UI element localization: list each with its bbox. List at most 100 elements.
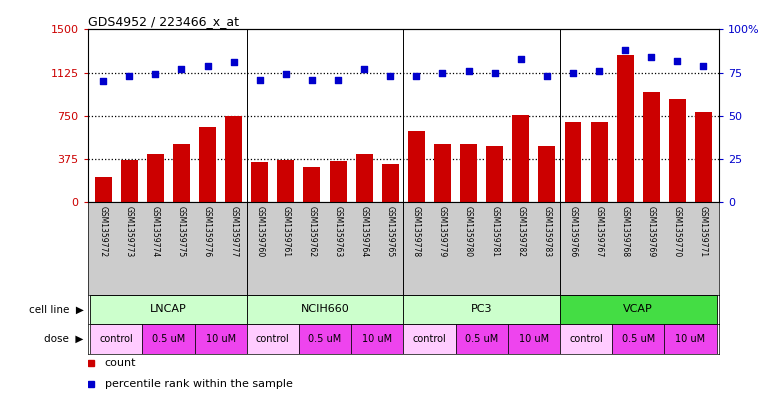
Text: count: count bbox=[104, 358, 136, 367]
Text: control: control bbox=[412, 334, 446, 344]
Bar bbox=[330, 161, 346, 202]
Bar bbox=[695, 112, 712, 202]
Point bbox=[541, 73, 553, 79]
Text: 10 uM: 10 uM bbox=[519, 334, 549, 344]
Bar bbox=[225, 116, 242, 202]
Text: GSM1359763: GSM1359763 bbox=[333, 206, 342, 257]
Text: GSM1359780: GSM1359780 bbox=[464, 206, 473, 257]
Bar bbox=[643, 92, 660, 202]
Bar bbox=[408, 131, 425, 202]
Point bbox=[619, 47, 632, 53]
Point bbox=[593, 68, 605, 74]
Text: GSM1359760: GSM1359760 bbox=[255, 206, 264, 257]
Bar bbox=[355, 154, 373, 202]
Point bbox=[306, 77, 318, 83]
Bar bbox=[90, 295, 247, 324]
Bar bbox=[121, 160, 138, 202]
Text: GSM1359768: GSM1359768 bbox=[621, 206, 629, 257]
Bar bbox=[299, 324, 351, 354]
Text: 0.5 uM: 0.5 uM bbox=[622, 334, 655, 344]
Bar bbox=[247, 295, 403, 324]
Bar bbox=[382, 164, 399, 202]
Text: 10 uM: 10 uM bbox=[362, 334, 392, 344]
Point bbox=[358, 66, 371, 72]
Text: GDS4952 / 223466_x_at: GDS4952 / 223466_x_at bbox=[88, 15, 238, 28]
Bar bbox=[351, 324, 403, 354]
Point bbox=[463, 68, 475, 74]
Bar bbox=[147, 154, 164, 202]
Bar bbox=[403, 324, 456, 354]
Text: 10 uM: 10 uM bbox=[205, 334, 236, 344]
Text: 0.5 uM: 0.5 uM bbox=[465, 334, 498, 344]
Point bbox=[436, 70, 448, 76]
Bar bbox=[304, 167, 320, 202]
Text: LNCAP: LNCAP bbox=[150, 305, 186, 314]
Text: GSM1359777: GSM1359777 bbox=[229, 206, 238, 257]
Bar bbox=[669, 99, 686, 202]
Bar bbox=[195, 324, 247, 354]
Text: 0.5 uM: 0.5 uM bbox=[308, 334, 342, 344]
Bar bbox=[538, 146, 556, 202]
Point bbox=[149, 71, 161, 77]
Text: GSM1359765: GSM1359765 bbox=[386, 206, 395, 257]
Bar bbox=[565, 122, 581, 202]
Point bbox=[410, 73, 422, 79]
Bar bbox=[90, 324, 142, 354]
Point bbox=[175, 66, 187, 72]
Bar bbox=[560, 295, 717, 324]
Text: dose  ▶: dose ▶ bbox=[44, 334, 84, 344]
Text: percentile rank within the sample: percentile rank within the sample bbox=[104, 379, 292, 389]
Bar bbox=[278, 160, 295, 202]
Point bbox=[384, 73, 396, 79]
Point bbox=[697, 62, 709, 69]
Point bbox=[332, 77, 344, 83]
Point bbox=[567, 70, 579, 76]
Text: GSM1359773: GSM1359773 bbox=[125, 206, 134, 257]
Text: GSM1359770: GSM1359770 bbox=[673, 206, 682, 257]
Text: GSM1359772: GSM1359772 bbox=[99, 206, 107, 257]
Text: 10 uM: 10 uM bbox=[675, 334, 705, 344]
Text: 0.5 uM: 0.5 uM bbox=[151, 334, 185, 344]
Text: control: control bbox=[100, 334, 133, 344]
Text: control: control bbox=[569, 334, 603, 344]
Point bbox=[280, 71, 292, 77]
Bar bbox=[456, 324, 508, 354]
Text: GSM1359767: GSM1359767 bbox=[594, 206, 603, 257]
Text: control: control bbox=[256, 334, 290, 344]
Bar bbox=[612, 324, 664, 354]
Text: GSM1359782: GSM1359782 bbox=[516, 206, 525, 257]
Text: GSM1359778: GSM1359778 bbox=[412, 206, 421, 257]
Point bbox=[202, 62, 214, 69]
Text: GSM1359769: GSM1359769 bbox=[647, 206, 656, 257]
Point bbox=[228, 59, 240, 66]
Bar bbox=[199, 127, 216, 202]
Text: GSM1359766: GSM1359766 bbox=[568, 206, 578, 257]
Text: GSM1359781: GSM1359781 bbox=[490, 206, 499, 257]
Bar bbox=[560, 324, 612, 354]
Text: GSM1359783: GSM1359783 bbox=[543, 206, 552, 257]
Bar bbox=[173, 143, 190, 202]
Point bbox=[123, 73, 135, 79]
Text: GSM1359764: GSM1359764 bbox=[360, 206, 368, 257]
Bar bbox=[486, 146, 503, 202]
Bar bbox=[403, 295, 560, 324]
Bar bbox=[460, 143, 477, 202]
Text: GSM1359774: GSM1359774 bbox=[151, 206, 160, 257]
Text: GSM1359771: GSM1359771 bbox=[699, 206, 708, 257]
Text: GSM1359779: GSM1359779 bbox=[438, 206, 447, 257]
Bar bbox=[664, 324, 717, 354]
Bar bbox=[616, 55, 634, 202]
Text: VCAP: VCAP bbox=[623, 305, 653, 314]
Point bbox=[97, 78, 110, 84]
Text: cell line  ▶: cell line ▶ bbox=[29, 305, 84, 314]
Point bbox=[514, 56, 527, 62]
Bar bbox=[434, 143, 451, 202]
Bar bbox=[247, 324, 299, 354]
Text: GSM1359776: GSM1359776 bbox=[203, 206, 212, 257]
Bar bbox=[142, 324, 195, 354]
Point bbox=[253, 77, 266, 83]
Bar bbox=[94, 177, 112, 202]
Point bbox=[671, 57, 683, 64]
Text: GSM1359761: GSM1359761 bbox=[282, 206, 291, 257]
Point bbox=[489, 70, 501, 76]
